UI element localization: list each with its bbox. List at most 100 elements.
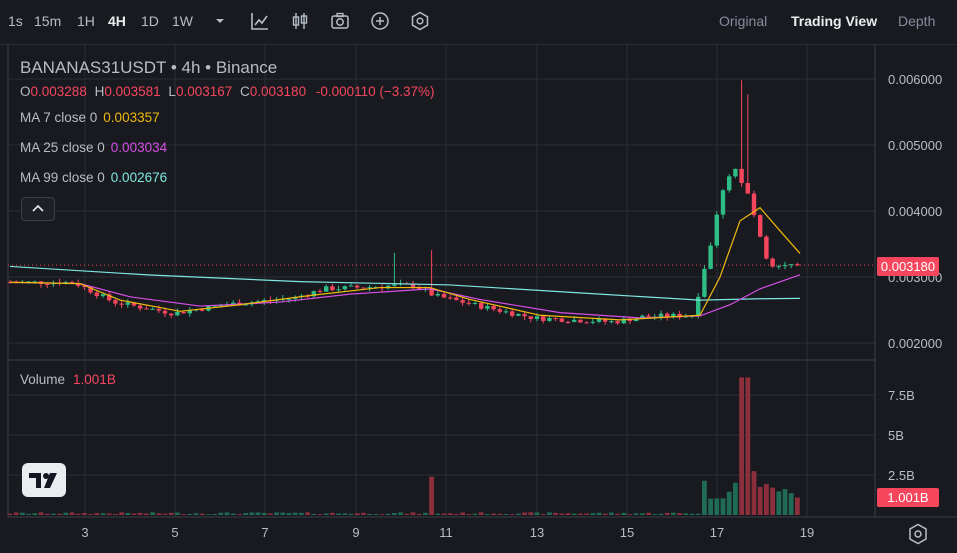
screenshot-icon[interactable]	[329, 10, 351, 32]
volume-bar	[156, 513, 162, 515]
volume-bar	[429, 476, 434, 515]
volume-bar	[491, 513, 496, 515]
chevron-down-icon[interactable]	[209, 10, 231, 32]
candle-body	[720, 190, 726, 215]
candle-body	[113, 300, 118, 304]
candle-body	[565, 321, 571, 323]
volume-bar	[590, 513, 596, 515]
candle-body	[590, 321, 595, 323]
volume-bar	[32, 513, 38, 515]
view-trading-view[interactable]: Trading View	[791, 13, 878, 29]
candle-body	[640, 315, 645, 319]
volume-bar	[187, 513, 193, 515]
view-original[interactable]: Original	[719, 13, 768, 29]
volume-bar	[125, 512, 131, 515]
candle-body	[429, 288, 434, 296]
volume-bar	[416, 513, 422, 515]
volume-bar	[144, 513, 149, 515]
candlestick-type-icon[interactable]	[289, 10, 311, 32]
volume-bar	[212, 513, 217, 515]
candle-body	[218, 305, 223, 307]
timeframe-1w[interactable]: 1W	[172, 13, 193, 29]
volume-bar	[311, 513, 317, 515]
candle-body	[634, 318, 639, 322]
volume-bar	[745, 377, 751, 515]
candle-body	[212, 305, 217, 307]
volume-bar	[75, 513, 81, 515]
candle-body	[547, 318, 552, 321]
volume-bar	[627, 514, 633, 515]
volume-bar	[274, 512, 279, 515]
chart-toolbar: 1s 15m 1H 4H 1D 1W Original Trading View…	[0, 0, 957, 45]
timeframe-4h[interactable]: 4H	[108, 13, 126, 29]
candle-body	[243, 304, 248, 306]
settings-hex-icon[interactable]	[409, 10, 431, 32]
timeframe-1s[interactable]: 1s	[8, 13, 23, 29]
candle-body	[69, 282, 75, 284]
volume-bar	[392, 512, 397, 515]
ma7-legend[interactable]: MA 7 close 0 0.003357	[20, 110, 160, 125]
candle-body	[696, 296, 701, 316]
volume-bar	[460, 512, 465, 515]
volume-bar	[640, 513, 645, 515]
candle-body	[603, 319, 608, 322]
volume-bar	[788, 493, 794, 515]
volume-bar	[423, 512, 428, 515]
candle-body	[510, 311, 515, 316]
ma99-line	[9, 265, 801, 301]
candle-body	[702, 268, 707, 297]
volume-bar	[695, 513, 701, 515]
chart-settings-icon[interactable]	[906, 522, 930, 546]
volume-axis-label: 2.5B	[888, 468, 915, 483]
candle-body	[100, 294, 106, 297]
volume-bar	[131, 513, 137, 515]
volume-bar	[119, 512, 124, 515]
candle-body	[466, 302, 471, 304]
ma99-legend[interactable]: MA 99 close 0 0.002676	[20, 170, 168, 185]
volume-bar	[776, 491, 782, 515]
volume-bar	[652, 514, 658, 515]
candle-body	[187, 310, 192, 314]
volume-bar	[51, 513, 56, 515]
volume-bar	[106, 513, 112, 515]
collapse-legend-button[interactable]	[21, 197, 55, 221]
volume-bar	[646, 512, 651, 515]
volume-bar	[503, 514, 509, 515]
volume-bars	[7, 377, 800, 515]
timeframe-1h[interactable]: 1H	[77, 13, 95, 29]
candle-body	[144, 308, 149, 310]
view-depth[interactable]: Depth	[898, 13, 936, 29]
price-axis-label: 0.004000	[888, 204, 942, 219]
candle-body	[460, 300, 465, 303]
ma25-line	[9, 274, 801, 319]
volume-bar	[342, 513, 348, 515]
price-axis-label: 0.002000	[888, 336, 942, 351]
indicator-chart-icon[interactable]	[249, 10, 271, 32]
timeframe-15m[interactable]: 15m	[34, 13, 62, 29]
add-icon[interactable]	[369, 10, 391, 32]
tradingview-logo[interactable]	[22, 463, 66, 497]
candle-body	[441, 293, 447, 298]
price-chart[interactable]: 0.0060000.0050000.0040000.0030000.002000…	[0, 45, 957, 553]
candle-body	[342, 286, 347, 290]
date-axis-label: 9	[352, 525, 359, 540]
candle-body	[621, 318, 626, 324]
date-axis-label: 17	[710, 525, 724, 540]
candle-body	[758, 215, 763, 237]
candle-body	[32, 281, 37, 283]
candle-body	[528, 316, 533, 320]
volume-bar	[255, 512, 261, 515]
volume-bar	[683, 513, 689, 515]
timeframe-1d[interactable]: 1D	[141, 13, 159, 29]
candle-body	[745, 183, 750, 194]
ma25-legend[interactable]: MA 25 close 0 0.003034	[20, 140, 168, 155]
candle-body	[162, 310, 168, 314]
candle-body	[472, 302, 478, 304]
volume-bar	[720, 498, 726, 515]
date-axis-label: 7	[261, 525, 268, 540]
volume-axis-label: 5B	[888, 428, 904, 443]
volume-bar	[447, 513, 453, 515]
volume-bar	[726, 491, 732, 515]
volume-bar	[435, 513, 441, 515]
volume-bar	[571, 513, 577, 515]
